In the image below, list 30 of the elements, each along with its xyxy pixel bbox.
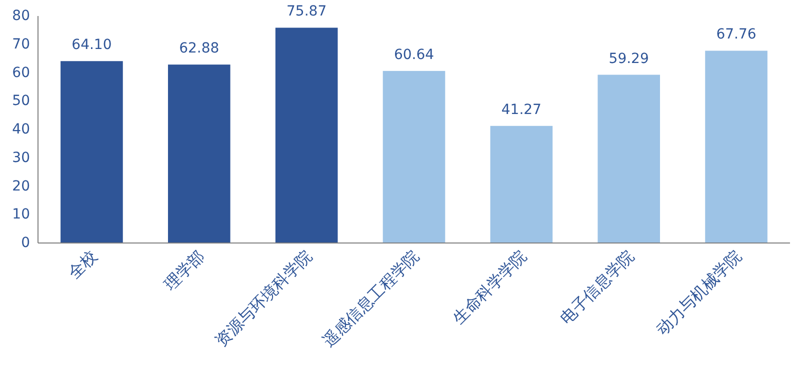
x-tick-label: 全校: [64, 246, 101, 282]
x-tick-label: 资源与环境科学院: [211, 246, 316, 350]
x-tick-label: 遥感信息工程学院: [318, 246, 423, 350]
data-label: 64.10: [72, 37, 112, 54]
data-label: 62.88: [179, 40, 220, 57]
bar: [598, 74, 660, 243]
x-tick-label: 生命科学学院: [448, 246, 530, 328]
bar: [382, 70, 446, 243]
bar: [490, 126, 553, 243]
data-label: 41.27: [501, 102, 542, 118]
data-label: 59.29: [608, 50, 649, 67]
bar: [168, 64, 230, 243]
x-tick-label: 理学部: [160, 246, 208, 294]
x-tick-label: 动力与机械学院: [652, 246, 746, 340]
y-tick-label: 60: [12, 64, 30, 81]
data-label: 60.64: [394, 46, 434, 63]
data-label: 67.76: [716, 26, 756, 43]
data-label: 75.87: [286, 4, 327, 20]
y-tick-label: 50: [12, 93, 30, 110]
y-tick-label: 40: [12, 122, 30, 138]
y-tick-label: 0: [21, 235, 30, 251]
bar: [60, 61, 123, 243]
x-tick-label: 电子信息学院: [556, 246, 638, 328]
y-tick-label: 20: [12, 178, 30, 194]
bar: [275, 28, 338, 243]
y-tick-label: 10: [12, 206, 30, 223]
y-tick-label: 80: [12, 8, 30, 24]
bar: [705, 50, 768, 243]
y-tick-label: 30: [12, 150, 30, 166]
y-tick-label: 70: [12, 36, 30, 52]
